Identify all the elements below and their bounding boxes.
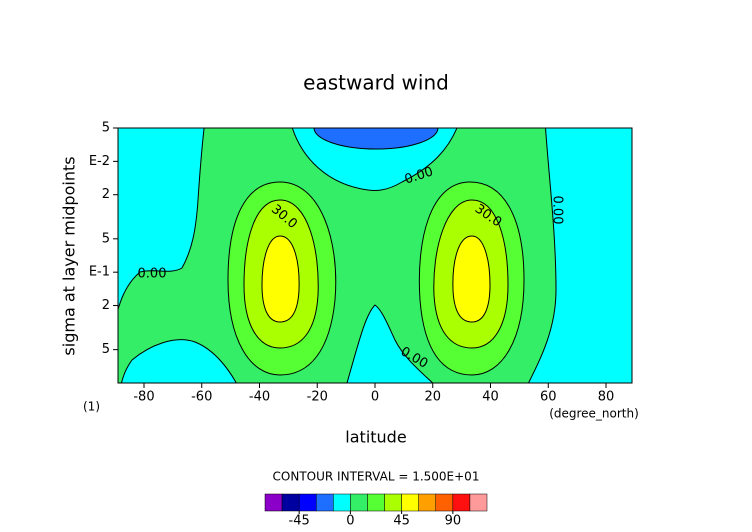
colorbar-cell	[298, 493, 317, 512]
colorbar-cell	[452, 493, 471, 512]
y-tick-label: 2	[102, 187, 110, 202]
contour-label: 0.00	[550, 196, 565, 225]
y-tick-label: E-1	[89, 265, 110, 280]
y-tick-label: 5	[102, 342, 110, 357]
x-units: (degree_north)	[549, 407, 639, 421]
region	[313, 128, 439, 150]
colorbar-cell	[401, 493, 419, 512]
x-axis-label: latitude	[345, 428, 406, 447]
colorbar-tick-label: -45	[289, 514, 310, 529]
y-tick-label: E-2	[89, 154, 110, 169]
colorbar-cell	[281, 493, 300, 512]
chart-title: eastward wind	[303, 71, 449, 95]
x-tick-label: -40	[249, 390, 270, 405]
colorbar-cell	[367, 493, 385, 512]
colorbar-cell	[469, 493, 488, 512]
contour-label: 0.00	[138, 267, 167, 282]
x-tick-label: -20	[307, 390, 328, 405]
x-tick-label: -60	[191, 390, 212, 405]
x-tick-label: 20	[424, 390, 441, 405]
colorbar-cell	[264, 493, 283, 512]
colorbar-cell	[333, 493, 351, 512]
x-tick-label: 80	[598, 390, 615, 405]
y-axis-label: sigma at layer midpoints	[60, 156, 79, 355]
colorbar-cell	[350, 493, 368, 512]
x-tick-label: 60	[540, 390, 557, 405]
contour-interval: CONTOUR INTERVAL = 1.500E+01	[273, 470, 480, 484]
colorbar-cell	[418, 493, 437, 512]
x-tick-label: -80	[133, 390, 154, 405]
region	[452, 235, 491, 323]
y-tick-label: 2	[102, 298, 110, 313]
y-tick-label: 5	[102, 231, 110, 246]
contour-field	[118, 128, 632, 383]
x-tick-label: 0	[371, 390, 379, 405]
colorbar-tick-label: 90	[445, 514, 462, 529]
colorbar-cell	[435, 493, 454, 512]
region	[261, 235, 300, 323]
y-units: (1)	[83, 400, 100, 414]
colorbar-cell	[384, 493, 402, 512]
colorbar-cell	[315, 493, 334, 512]
colorbar-tick-label: 45	[393, 514, 410, 529]
colorbar-tick-label: 0	[346, 514, 354, 529]
x-tick-label: 40	[482, 390, 499, 405]
y-tick-label: 5	[102, 121, 110, 136]
